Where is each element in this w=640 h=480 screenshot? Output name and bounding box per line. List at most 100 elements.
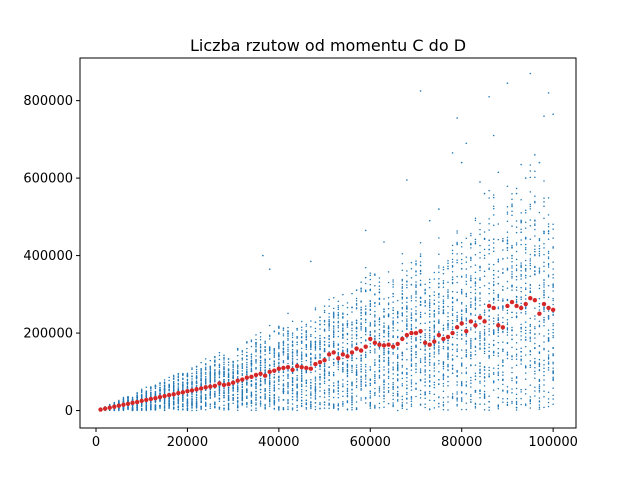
raw-sample-point — [470, 341, 472, 343]
raw-sample-point — [255, 390, 257, 393]
raw-sample-point — [355, 395, 358, 397]
raw-sample-point — [374, 301, 376, 304]
raw-sample-point — [543, 316, 545, 319]
raw-sample-point — [351, 369, 353, 372]
raw-sample-point — [300, 351, 303, 353]
raw-sample-point — [451, 348, 454, 351]
raw-sample-point — [392, 281, 394, 283]
raw-sample-point — [447, 356, 449, 359]
raw-sample-point — [278, 380, 280, 383]
raw-sample-point — [456, 243, 458, 246]
raw-sample-point — [337, 317, 340, 319]
raw-sample-point — [415, 306, 417, 308]
raw-sample-point — [268, 394, 271, 397]
raw-sample-point — [351, 367, 353, 369]
raw-sample-point — [538, 400, 541, 402]
raw-sample-point — [383, 374, 385, 376]
raw-sample-point — [406, 315, 408, 317]
raw-sample-point — [296, 350, 298, 353]
raw-sample-point — [456, 355, 458, 358]
raw-sample-point — [497, 408, 500, 410]
raw-sample-point — [460, 392, 463, 394]
raw-sample-point — [328, 399, 330, 401]
raw-sample-point — [168, 402, 170, 404]
raw-sample-point — [428, 302, 431, 305]
raw-sample-point — [447, 295, 449, 298]
raw-sample-point — [346, 302, 349, 304]
raw-sample-point — [305, 325, 308, 327]
raw-sample-point — [506, 309, 509, 312]
raw-sample-point — [150, 400, 152, 403]
raw-sample-point — [323, 340, 326, 343]
raw-sample-point — [136, 404, 138, 407]
raw-sample-point — [474, 405, 477, 408]
raw-sample-point — [227, 357, 230, 360]
raw-sample-point — [428, 336, 431, 339]
raw-sample-point — [451, 305, 454, 308]
raw-sample-point — [378, 389, 381, 391]
raw-sample-point — [346, 351, 349, 353]
raw-sample-point — [355, 327, 358, 330]
raw-sample-point — [488, 343, 490, 346]
raw-sample-point — [392, 404, 394, 407]
raw-sample-point — [387, 303, 390, 306]
raw-sample-point — [511, 284, 513, 287]
raw-sample-point — [337, 403, 340, 405]
raw-sample-point — [543, 217, 545, 220]
raw-sample-point — [433, 393, 436, 395]
raw-sample-point — [360, 342, 362, 344]
raw-sample-point — [337, 363, 340, 366]
raw-sample-point — [410, 364, 413, 367]
raw-sample-point — [255, 338, 257, 341]
raw-sample-point — [511, 316, 513, 319]
raw-sample-point — [351, 343, 353, 345]
raw-sample-point — [447, 375, 449, 378]
raw-sample-point — [291, 336, 294, 339]
raw-sample-point — [310, 405, 312, 408]
raw-sample-point — [538, 379, 541, 382]
raw-sample-point — [511, 289, 513, 291]
raw-sample-point — [488, 263, 490, 265]
raw-sample-point — [447, 347, 449, 349]
raw-sample-point — [296, 327, 298, 330]
raw-sample-point — [534, 377, 536, 380]
raw-sample-point — [387, 356, 390, 359]
raw-sample-point — [328, 320, 330, 323]
raw-sample-point — [492, 283, 495, 286]
raw-sample-point — [305, 385, 308, 387]
raw-sample-point — [360, 300, 362, 302]
raw-sample-point — [506, 246, 509, 249]
raw-sample-point — [465, 274, 468, 276]
raw-sample-point — [442, 401, 445, 403]
raw-sample-point — [328, 404, 330, 406]
raw-sample-point — [177, 388, 180, 391]
raw-sample-point — [332, 332, 335, 334]
raw-sample-point — [401, 315, 404, 317]
raw-sample-point — [406, 274, 408, 277]
raw-sample-point — [172, 397, 175, 399]
raw-sample-point — [182, 378, 184, 381]
raw-sample-point — [442, 266, 445, 268]
raw-sample-point — [515, 264, 518, 266]
raw-sample-point — [502, 341, 504, 343]
raw-sample-point — [401, 286, 404, 288]
raw-sample-point — [328, 402, 330, 404]
raw-sample-point — [492, 320, 495, 322]
raw-sample-point — [369, 403, 372, 405]
raw-sample-point — [364, 366, 367, 368]
raw-sample-point — [319, 334, 321, 337]
raw-sample-point — [428, 385, 431, 388]
raw-sample-point — [465, 381, 468, 383]
raw-sample-point — [332, 340, 335, 343]
raw-sample-point — [310, 407, 312, 409]
raw-sample-point — [200, 379, 202, 381]
raw-sample-point — [250, 367, 253, 369]
raw-sample-point — [483, 377, 486, 379]
raw-sample-point — [451, 364, 454, 367]
raw-sample-point — [323, 323, 326, 326]
raw-sample-point — [483, 332, 486, 335]
raw-sample-point — [360, 336, 362, 339]
raw-sample-point — [214, 402, 216, 405]
raw-sample-point — [314, 349, 317, 351]
raw-sample-point — [305, 389, 308, 392]
